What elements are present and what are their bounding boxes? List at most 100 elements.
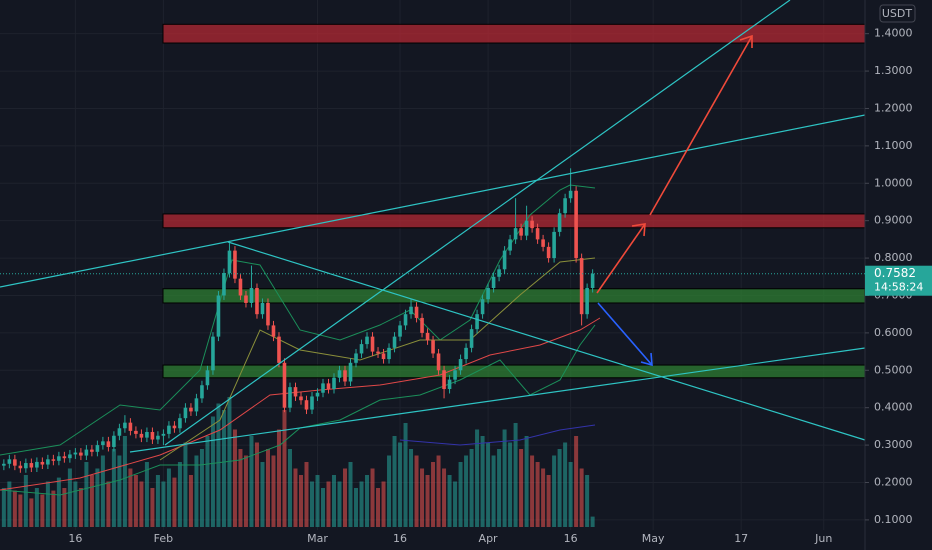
candle-body <box>343 370 347 382</box>
volume-bar <box>34 488 39 527</box>
candle-body <box>288 387 292 408</box>
trend-line <box>227 241 866 441</box>
candle-body <box>222 273 226 296</box>
volume-bar <box>177 462 182 527</box>
candle-body <box>436 353 441 371</box>
volume-bar <box>254 442 259 527</box>
volume-bar <box>23 475 28 527</box>
candle-body <box>420 317 424 333</box>
volume-bar <box>557 449 562 527</box>
candle-body <box>579 258 584 315</box>
volume-bar <box>541 468 546 527</box>
volume-bar <box>298 475 303 527</box>
volume-bar <box>56 477 61 527</box>
volume-bar <box>139 481 144 527</box>
candle-body <box>29 463 34 468</box>
volume-bar <box>100 455 105 527</box>
x-tick-label: May <box>642 532 665 545</box>
countdown: 14:58:24 <box>874 281 923 294</box>
volume-bar <box>205 436 210 527</box>
candle-body <box>189 407 193 412</box>
candle-body <box>106 441 111 447</box>
volume-bar <box>486 442 491 527</box>
candle-body <box>530 220 534 229</box>
candle-body <box>585 288 589 315</box>
volume-bar <box>293 468 298 527</box>
candle-body <box>216 295 221 337</box>
y-tick-label: 1.3000 <box>874 64 913 77</box>
volume-bar <box>469 449 474 527</box>
candle-body <box>464 347 468 360</box>
trend-line <box>164 0 791 446</box>
y-tick-label: 0.2000 <box>874 475 913 488</box>
price-zone <box>162 23 866 44</box>
indicators <box>0 184 601 496</box>
volume-bar <box>128 468 133 527</box>
candle-body <box>205 370 210 386</box>
candle-body <box>563 198 567 214</box>
arrow-head <box>739 34 753 48</box>
volume-bar <box>365 475 370 527</box>
y-tick-label: 1.0000 <box>874 176 913 189</box>
candle-body <box>128 422 133 431</box>
volume-bar <box>414 455 419 527</box>
candle-body <box>200 385 204 399</box>
volume-bar <box>497 449 502 527</box>
arrow-head <box>631 223 646 237</box>
candle-body <box>337 370 342 378</box>
candle-body <box>156 435 160 440</box>
candle-body <box>277 336 281 363</box>
volume-bar <box>552 455 557 527</box>
volume-bar <box>243 455 248 527</box>
candle-body <box>535 228 540 240</box>
candle-body <box>321 383 325 393</box>
candle-body <box>546 246 551 259</box>
moving-average <box>0 317 601 491</box>
volume-bar <box>403 423 408 527</box>
volume-bar <box>480 436 485 527</box>
last-price: 0.7582 <box>874 266 916 280</box>
candle-body <box>233 250 237 279</box>
candle-body <box>414 306 419 318</box>
candle-body <box>519 228 523 236</box>
volume-bar <box>249 436 254 527</box>
volume-bar <box>78 488 83 527</box>
volume-bar <box>1 488 6 527</box>
candle-body <box>211 336 215 371</box>
volume-bar <box>67 468 72 527</box>
candle-body <box>508 239 512 251</box>
volume-bar <box>276 429 281 527</box>
volume-bar <box>563 442 568 527</box>
y-tick-label: 0.8000 <box>874 251 913 264</box>
candle-body <box>299 396 303 401</box>
volume-bar <box>84 462 89 527</box>
candle-body <box>90 449 94 452</box>
candle-body <box>68 454 72 459</box>
volume-bar <box>354 488 359 527</box>
volume-bar <box>546 475 551 527</box>
arrow <box>597 302 653 366</box>
volume-bar <box>95 468 100 527</box>
volume-bar <box>29 498 34 527</box>
candle-body <box>513 228 518 240</box>
x-tick-label: Apr <box>479 532 499 545</box>
candle-body <box>425 332 430 341</box>
candle-body <box>370 336 375 352</box>
candle-body <box>453 370 457 380</box>
candle-body <box>552 231 556 259</box>
volume-bar <box>519 449 524 527</box>
candle-body <box>101 441 105 446</box>
y-tick-label: 1.1000 <box>874 139 913 152</box>
candle-body <box>458 359 463 371</box>
volume-bar <box>475 429 480 527</box>
candle-body <box>315 392 320 397</box>
volume-bar <box>89 475 94 527</box>
volume-bar <box>568 462 573 527</box>
volume-bar <box>144 462 149 527</box>
volume-bar <box>370 468 375 527</box>
volume-bar <box>183 442 188 527</box>
volume-bar <box>172 477 177 527</box>
volume-bar <box>155 475 160 527</box>
volume-bar <box>315 475 320 527</box>
